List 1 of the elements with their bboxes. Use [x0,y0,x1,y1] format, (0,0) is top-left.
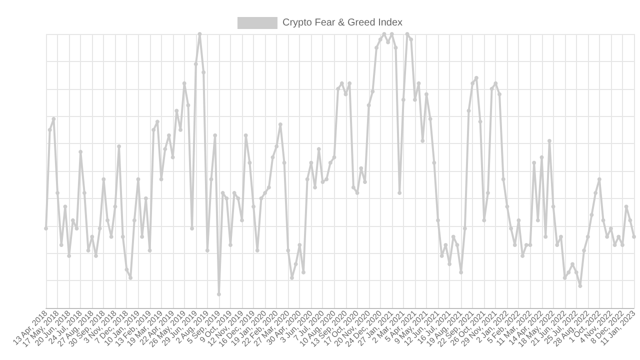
legend-label: Crypto Fear & Greed Index [282,18,403,28]
